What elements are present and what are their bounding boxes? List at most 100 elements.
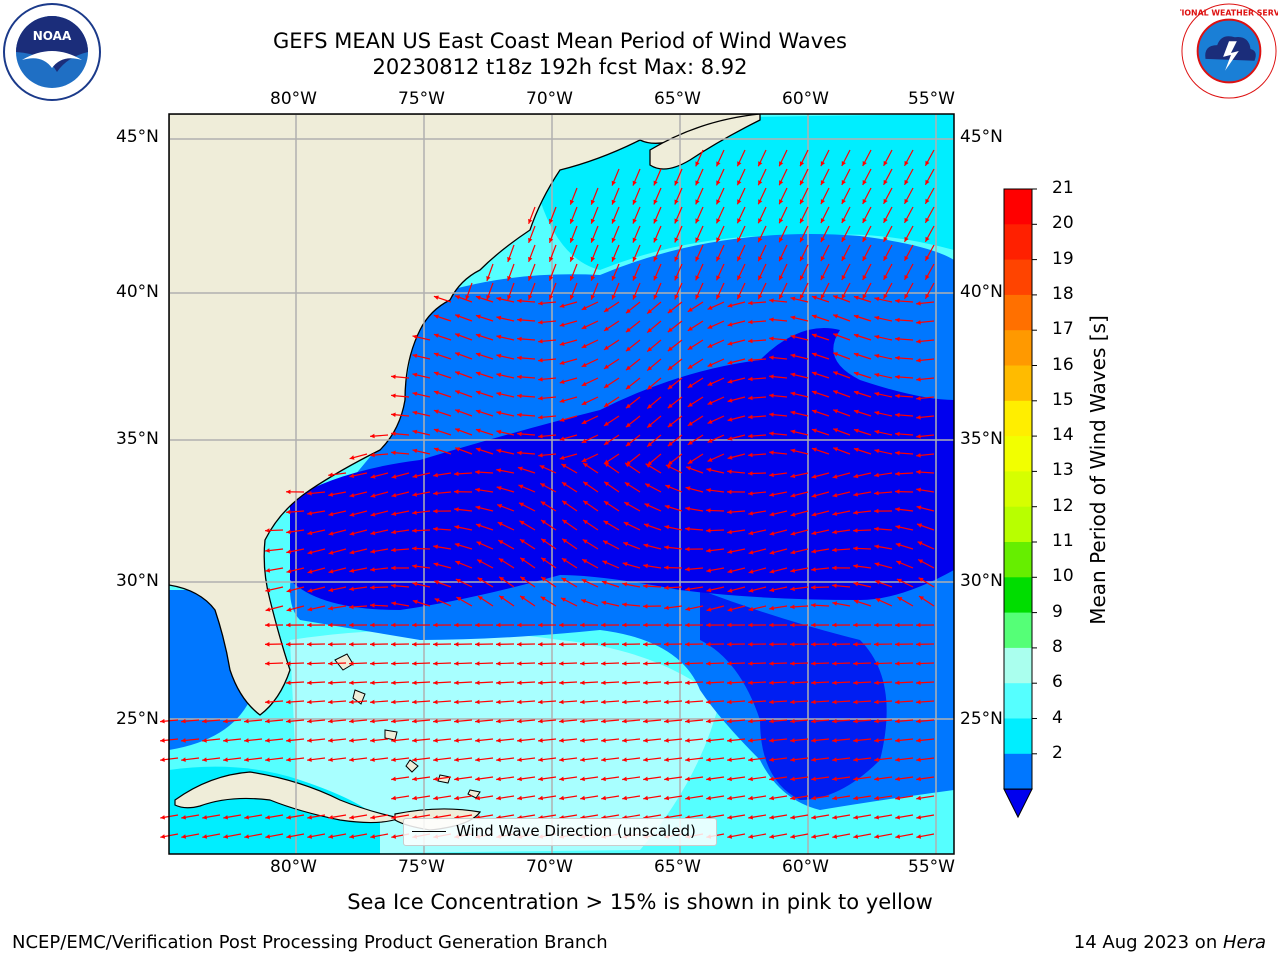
wave-direction-arrowhead bbox=[541, 538, 547, 544]
lat-label-35n-left: 35°N bbox=[116, 429, 159, 449]
wave-direction-arrowhead bbox=[496, 795, 501, 801]
wave-direction-arrowhead bbox=[895, 699, 900, 705]
colorbar bbox=[1003, 188, 1037, 819]
wave-direction-arrowhead bbox=[820, 161, 825, 167]
wave-direction-arrowhead bbox=[581, 419, 587, 424]
wave-direction-arrowhead bbox=[737, 180, 742, 186]
wave-direction-arrowhead bbox=[737, 161, 742, 167]
wave-direction-arrowhead bbox=[349, 493, 355, 498]
wave-direction-arrowhead bbox=[664, 795, 669, 801]
wave-direction-arrowhead bbox=[632, 199, 637, 205]
colorbar-segment bbox=[1004, 224, 1032, 261]
wave-direction-arrowhead bbox=[727, 815, 732, 820]
wave-direction-arrowhead bbox=[748, 395, 753, 401]
wave-direction-arrowhead bbox=[562, 519, 568, 525]
nws-text: NATIONAL WEATHER SERVICE bbox=[1180, 9, 1278, 18]
wave-direction-arrowhead bbox=[769, 393, 774, 398]
wave-direction-arrowhead bbox=[497, 504, 503, 509]
colorbar-segment bbox=[1004, 542, 1032, 578]
wave-direction-arrowhead bbox=[874, 544, 879, 549]
wave-direction-arrowhead bbox=[475, 680, 480, 685]
wave-direction-arrowhead bbox=[517, 317, 522, 323]
wave-direction-arrowhead bbox=[475, 738, 480, 743]
wave-direction-arrowhead bbox=[687, 383, 693, 388]
wave-direction-arrowhead bbox=[391, 622, 396, 628]
wave-direction-arrowhead bbox=[632, 180, 637, 186]
wave-direction-arrowhead bbox=[349, 586, 354, 592]
wave-direction-arrowhead bbox=[454, 738, 459, 743]
wave-direction-arrowhead bbox=[160, 738, 165, 743]
wave-direction-arrowhead bbox=[769, 431, 774, 436]
wave-direction-arrowhead bbox=[737, 275, 742, 281]
wave-direction-arrowhead bbox=[862, 180, 867, 185]
wave-direction-arrowhead bbox=[349, 604, 354, 610]
lon-label-60w-top: 60°W bbox=[782, 89, 829, 109]
wave-direction-arrowhead bbox=[475, 314, 481, 319]
wave-direction-arrowhead bbox=[643, 604, 648, 609]
wave-direction-arrowhead bbox=[541, 577, 546, 582]
wave-direction-arrowhead bbox=[832, 601, 838, 606]
wave-direction-arrowhead bbox=[562, 500, 568, 506]
wave-direction-arrowhead bbox=[811, 493, 817, 498]
wave-direction-arrowhead bbox=[328, 680, 333, 685]
wave-direction-arrowhead bbox=[391, 565, 396, 571]
wave-direction-arrowhead bbox=[727, 569, 733, 574]
wave-direction-arrowhead bbox=[580, 680, 585, 685]
wave-direction-arrowhead bbox=[517, 699, 522, 705]
wave-direction-arrowhead bbox=[737, 256, 742, 262]
wave-direction-arrowhead bbox=[664, 661, 669, 666]
wave-direction-arrowhead bbox=[643, 622, 648, 628]
wave-direction-arrowhead bbox=[841, 275, 846, 280]
wave-direction-arrowhead bbox=[874, 508, 879, 514]
wave-direction-arrowhead bbox=[779, 180, 784, 186]
wave-direction-arrowhead bbox=[811, 333, 817, 338]
wave-direction-arrowhead bbox=[874, 410, 880, 416]
wave-direction-arrowhead bbox=[559, 718, 564, 724]
wave-direction-arrowhead bbox=[622, 582, 628, 587]
wave-direction-arrowhead bbox=[286, 607, 292, 612]
wave-direction-arrowhead bbox=[832, 547, 837, 553]
wave-direction-arrowhead bbox=[916, 680, 921, 685]
wave-direction-arrowhead bbox=[520, 595, 526, 601]
wave-direction-arrowhead bbox=[622, 562, 628, 567]
wave-direction-arrowhead bbox=[611, 237, 616, 243]
wave-direction-arrowhead bbox=[811, 314, 817, 319]
wave-direction-arrowhead bbox=[919, 596, 924, 601]
wave-direction-arrowhead bbox=[916, 358, 921, 363]
wave-direction-arrowhead bbox=[748, 680, 753, 685]
wave-direction-arrowhead bbox=[706, 622, 711, 628]
wave-direction-arrowhead bbox=[832, 529, 837, 535]
wave-direction-arrowhead bbox=[622, 795, 627, 801]
wave-direction-arrowhead bbox=[716, 256, 721, 262]
wave-direction-arrowhead bbox=[643, 680, 648, 685]
wave-direction-arrowhead bbox=[896, 560, 902, 565]
wave-direction-arrowhead bbox=[895, 795, 900, 801]
wave-direction-arrowhead bbox=[307, 491, 312, 496]
wave-direction-arrowhead bbox=[349, 642, 354, 647]
wave-direction-arrowhead bbox=[412, 492, 418, 497]
wave-direction-arrowhead bbox=[454, 642, 459, 647]
wave-direction-arrowhead bbox=[790, 353, 796, 358]
wave-direction-arrowhead bbox=[645, 483, 651, 488]
wave-direction-arrowhead bbox=[769, 699, 774, 705]
wave-direction-arrowhead bbox=[779, 256, 784, 262]
wave-direction-arrowhead bbox=[853, 473, 859, 479]
wave-direction-arrowhead bbox=[643, 543, 649, 548]
wave-direction-arrowhead bbox=[433, 718, 438, 724]
wave-direction-arrowhead bbox=[883, 160, 888, 166]
wave-direction-arrowhead bbox=[748, 757, 753, 762]
wave-direction-arrowhead bbox=[874, 661, 879, 666]
colorbar-title: Mean Period of Wind Waves [s] bbox=[1086, 315, 1110, 625]
wave-direction-arrowhead bbox=[475, 661, 480, 666]
wave-direction-arrowhead bbox=[853, 510, 858, 515]
wave-direction-arrowhead bbox=[286, 757, 291, 762]
colorbar-segment bbox=[1004, 471, 1032, 508]
wave-direction-arrowhead bbox=[517, 776, 522, 782]
wave-direction-arrowhead bbox=[476, 523, 481, 528]
wave-direction-arrowhead bbox=[748, 606, 754, 612]
wave-direction-arrowhead bbox=[391, 661, 396, 666]
wave-direction-arrowhead bbox=[790, 586, 795, 592]
wave-direction-arrowhead bbox=[727, 738, 732, 743]
wave-direction-arrowhead bbox=[832, 661, 837, 666]
